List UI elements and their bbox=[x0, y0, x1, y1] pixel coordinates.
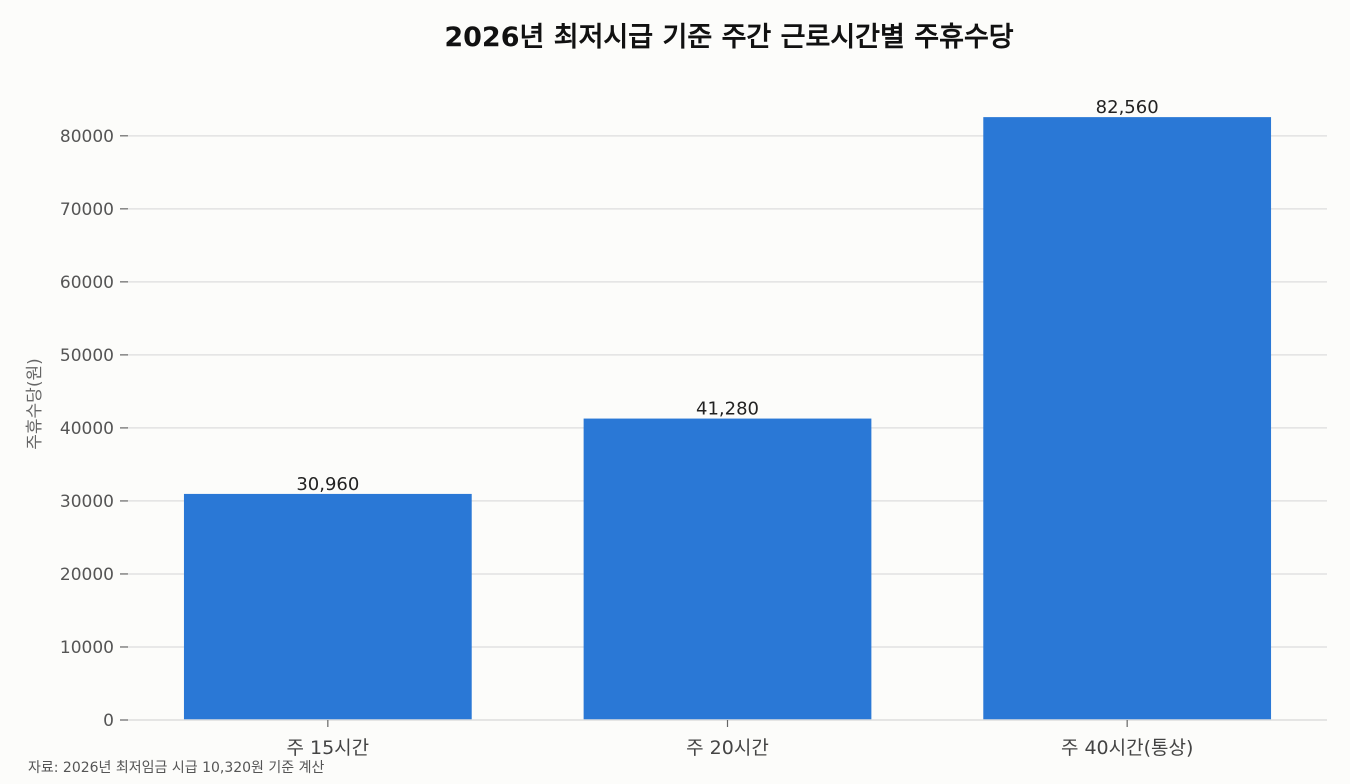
data-labels: 30,960 41,280 82,560 bbox=[296, 97, 1158, 495]
y-axis-label: 주휴수당(원) bbox=[25, 358, 45, 449]
bar bbox=[183, 493, 472, 720]
bars bbox=[183, 117, 1272, 721]
bar-value-label: 41,280 bbox=[696, 399, 759, 420]
axes: 0 10000 20000 30000 40000 50000 60000 70000 8000… bbox=[60, 127, 1327, 759]
source-note: 자료: 2026년 최저임금 시급 10,320원 기준 계산 bbox=[28, 760, 324, 776]
x-tick-label: 주 40시간(통상) bbox=[1061, 737, 1193, 759]
y-tick-label: 0 bbox=[103, 711, 114, 731]
bar bbox=[583, 418, 872, 720]
y-tick-label: 20000 bbox=[60, 565, 114, 585]
y-tick-label: 70000 bbox=[60, 200, 114, 220]
bar-value-label: 82,560 bbox=[1096, 97, 1159, 118]
y-tick-label: 50000 bbox=[60, 346, 114, 366]
bar bbox=[983, 117, 1272, 721]
y-tick-label: 30000 bbox=[60, 492, 114, 512]
y-tick-label: 60000 bbox=[60, 273, 114, 293]
x-tick-label: 주 15시간 bbox=[286, 737, 369, 759]
chart-title: 2026년 최저시급 기준 주간 근로시간별 주휴수당 bbox=[444, 22, 1013, 53]
y-tick-label: 80000 bbox=[60, 127, 114, 147]
x-tick-label: 주 20시간 bbox=[686, 737, 769, 759]
y-tick-label: 10000 bbox=[60, 638, 114, 658]
bar-value-label: 30,960 bbox=[296, 474, 359, 495]
y-tick-label: 40000 bbox=[60, 419, 114, 439]
